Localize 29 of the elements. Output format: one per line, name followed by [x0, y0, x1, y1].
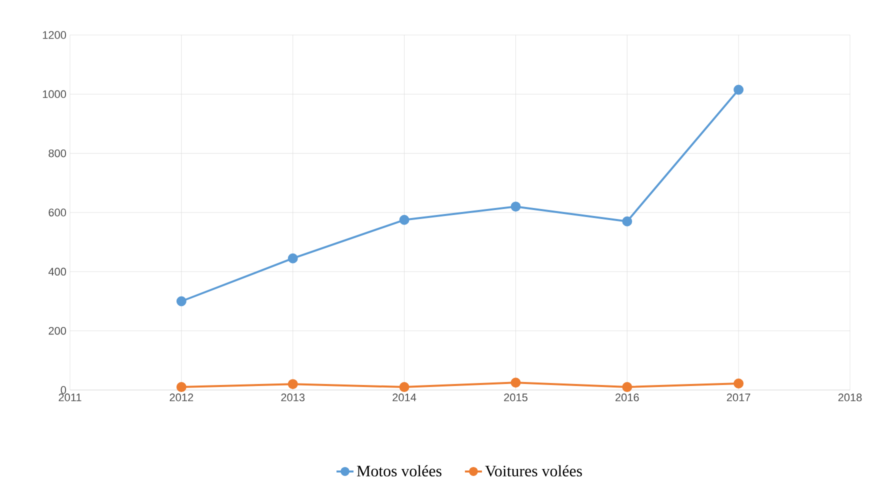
y-tick-label: 600: [48, 208, 66, 216]
point: [399, 382, 410, 392]
y-tick-label: 400: [48, 268, 66, 276]
x-tick-label: 2013: [281, 394, 305, 402]
x-tick-label: 2015: [504, 394, 528, 402]
point: [288, 379, 298, 390]
y-tick-label: 1200: [42, 31, 66, 39]
point: [399, 214, 410, 225]
y-tick-label: 1000: [42, 90, 66, 98]
legend-label: Motos volées: [356, 465, 442, 476]
x-tick-label: 2014: [392, 394, 416, 402]
y-tick-label: 800: [48, 149, 66, 158]
x-tick-label: 2012: [170, 394, 194, 402]
point: [176, 382, 186, 392]
point: [734, 84, 744, 95]
x-tick-label: 2011: [58, 394, 82, 402]
y-tick-label: 200: [48, 326, 66, 335]
legend-label: Voitures volées: [485, 465, 582, 476]
x-tick-label: 2017: [726, 394, 750, 402]
point: [288, 253, 298, 264]
x-tick-label: 2016: [616, 394, 639, 402]
point: [734, 378, 744, 388]
point: [622, 216, 632, 226]
point: [510, 378, 521, 388]
y-tick-label: 0: [60, 386, 66, 394]
x-tick-label: 2018: [838, 394, 862, 402]
point: [622, 382, 632, 392]
point: [176, 296, 186, 306]
point: [510, 202, 521, 212]
